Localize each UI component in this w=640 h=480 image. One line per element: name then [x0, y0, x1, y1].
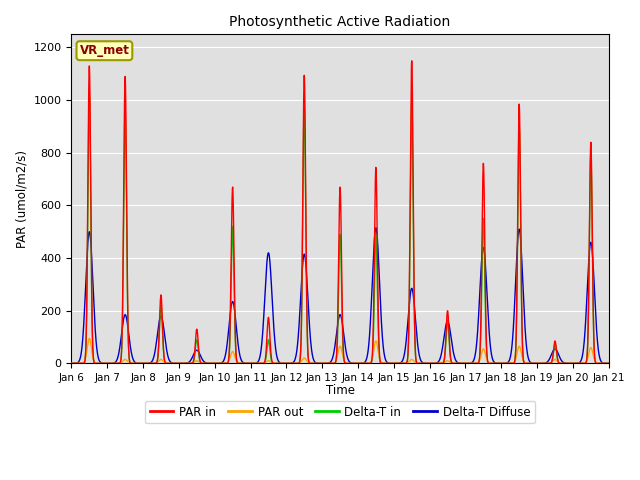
Title: Photosynthetic Active Radiation: Photosynthetic Active Radiation: [230, 15, 451, 29]
Y-axis label: PAR (umol/m2/s): PAR (umol/m2/s): [15, 150, 28, 248]
X-axis label: Time: Time: [326, 384, 355, 397]
Legend: PAR in, PAR out, Delta-T in, Delta-T Diffuse: PAR in, PAR out, Delta-T in, Delta-T Dif…: [145, 401, 535, 423]
Text: VR_met: VR_met: [79, 44, 129, 57]
